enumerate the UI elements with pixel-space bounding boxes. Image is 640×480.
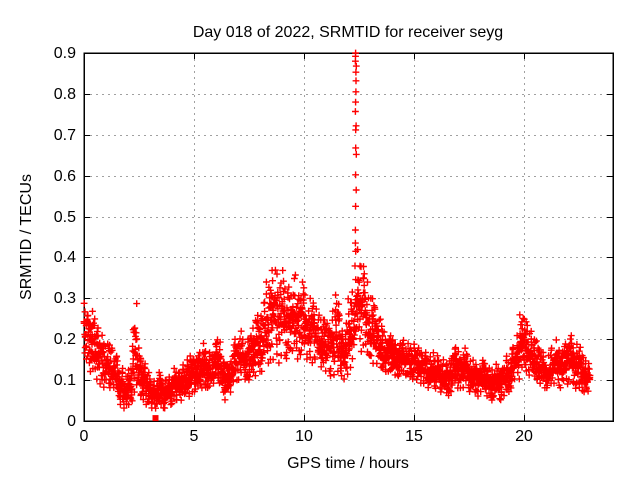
- y-tick-label: 0.1: [54, 372, 76, 389]
- flag-square-marker: [152, 415, 159, 422]
- y-tick-label: 0.5: [54, 209, 76, 226]
- y-tick-label: 0.4: [54, 249, 76, 266]
- x-tick-label: 5: [190, 428, 199, 445]
- x-tick-label: 20: [515, 428, 533, 445]
- y-tick-label: 0: [67, 413, 76, 430]
- y-tick-label: 0.6: [54, 168, 76, 185]
- x-tick-labels: 0 5 10 15 20: [80, 428, 533, 445]
- x-axis-label: GPS time / hours: [287, 455, 409, 472]
- y-tick-label: 0.7: [54, 127, 76, 144]
- y-tick-label: 0.3: [54, 290, 76, 307]
- y-tick-label: 0.2: [54, 331, 76, 348]
- y-tick-label: 0.8: [54, 86, 76, 103]
- y-tick-labels: 0 0.1 0.2 0.3 0.4 0.5 0.6 0.7 0.8 0.9: [54, 45, 76, 430]
- x-tick-label: 10: [295, 428, 313, 445]
- plot-border: [83, 52, 614, 422]
- y-tick-label: 0.9: [54, 45, 76, 62]
- y-axis-label: SRMTID / TECUs: [18, 174, 35, 300]
- scatter-points: [80, 49, 594, 412]
- x-tick-label: 0: [80, 428, 89, 445]
- chart-title: Day 018 of 2022, SRMTID for receiver sey…: [193, 24, 503, 41]
- x-tick-label: 15: [405, 428, 423, 445]
